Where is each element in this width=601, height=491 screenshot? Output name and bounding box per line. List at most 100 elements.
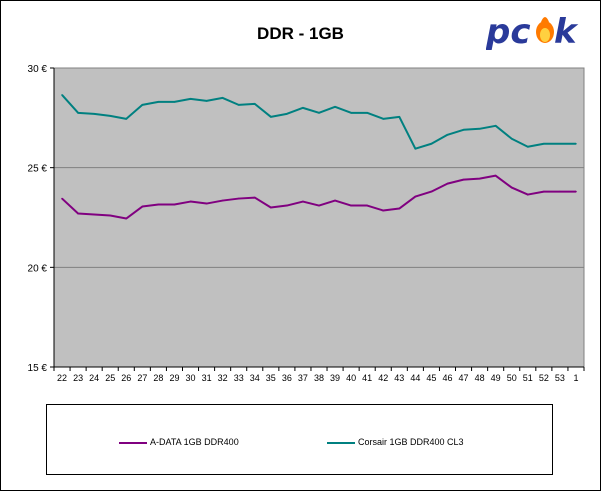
x-tick-label: 35 — [266, 373, 276, 383]
data-point — [237, 104, 240, 106]
y-tick-label: 15 € — [28, 363, 48, 374]
x-tick-label: 48 — [475, 373, 485, 383]
data-point — [446, 182, 449, 185]
x-tick-label: 42 — [378, 373, 388, 383]
legend-swatch-adata — [119, 441, 147, 444]
data-point — [543, 190, 545, 193]
data-point — [366, 204, 368, 207]
data-point — [270, 116, 272, 118]
data-point — [543, 142, 545, 145]
data-point — [77, 112, 79, 114]
plot-area — [53, 67, 585, 368]
y-tick-label: 20 € — [28, 263, 48, 274]
x-tick-label: 31 — [202, 373, 212, 383]
data-point — [109, 214, 112, 217]
x-tick-label: 1 — [573, 373, 578, 383]
data-point — [61, 94, 63, 96]
data-point — [414, 195, 417, 198]
legend-label-corsair: Corsair 1GB DDR400 CL3 — [358, 437, 464, 447]
data-point — [430, 190, 433, 193]
data-point — [302, 200, 304, 203]
gridlines — [54, 67, 584, 268]
data-point — [189, 98, 192, 100]
data-point — [93, 213, 95, 216]
x-tick-label: 32 — [218, 373, 228, 383]
data-point — [270, 206, 272, 209]
data-point — [510, 186, 513, 189]
data-point — [462, 178, 465, 181]
data-point — [237, 197, 240, 200]
x-tick-label: 47 — [459, 373, 469, 383]
data-point — [77, 212, 79, 215]
data-point — [61, 197, 63, 200]
data-point — [205, 100, 208, 102]
legend: A-DATA 1GB DDR400 Corsair 1GB DDR400 CL3 — [46, 404, 553, 475]
x-tick-label: 30 — [186, 373, 196, 383]
data-point — [334, 106, 336, 108]
x-tick-label: 40 — [346, 373, 356, 383]
x-tick-label: 22 — [57, 373, 67, 383]
x-tick-label: 49 — [491, 373, 501, 383]
x-tick-label: 53 — [555, 373, 565, 383]
data-point — [221, 199, 224, 202]
data-point — [318, 112, 320, 114]
x-tick-label: 33 — [234, 373, 244, 383]
x-tick-label: 25 — [105, 373, 115, 383]
data-point — [334, 199, 336, 202]
data-point — [221, 97, 224, 99]
data-point — [559, 142, 561, 145]
data-point — [157, 203, 160, 206]
data-point — [157, 101, 160, 103]
pcsk-logo: pc k — [486, 12, 579, 52]
x-tick-label: 37 — [298, 373, 308, 383]
logo-text-k: k — [554, 12, 579, 52]
data-point — [430, 142, 433, 145]
x-tick-label: 23 — [73, 373, 83, 383]
data-point — [350, 112, 352, 114]
data-point — [318, 204, 320, 207]
data-point — [93, 113, 95, 115]
x-tick-label: 39 — [330, 373, 340, 383]
x-tick-label: 38 — [314, 373, 324, 383]
x-tick-label: 24 — [89, 373, 99, 383]
legend-item-adata: A-DATA 1GB DDR400 — [119, 435, 239, 449]
x-tick-label: 52 — [539, 373, 549, 383]
data-point — [398, 116, 401, 118]
data-point — [478, 177, 481, 180]
x-tick-label: 51 — [523, 373, 533, 383]
data-point — [382, 118, 385, 120]
legend-label-adata: A-DATA 1GB DDR400 — [150, 437, 239, 447]
x-tick-label: 50 — [507, 373, 517, 383]
x-tick-label: 29 — [169, 373, 179, 383]
x-tick-label: 45 — [426, 373, 436, 383]
x-tick-label: 43 — [394, 373, 404, 383]
data-point — [575, 190, 577, 193]
data-point — [366, 112, 368, 114]
data-point — [575, 142, 577, 145]
data-point — [446, 133, 449, 136]
data-point — [286, 113, 288, 115]
data-point — [478, 127, 481, 130]
x-tick-label: 36 — [282, 373, 292, 383]
legend-item-corsair: Corsair 1GB DDR400 CL3 — [327, 435, 464, 449]
data-point — [559, 190, 561, 193]
data-point — [125, 118, 128, 120]
data-point — [526, 145, 529, 148]
x-tick-label: 44 — [410, 373, 420, 383]
data-point — [382, 209, 385, 212]
flame-icon — [536, 17, 554, 43]
data-point — [302, 107, 304, 109]
series-lines — [61, 94, 577, 220]
data-point — [253, 196, 256, 199]
x-axis: 22 23 24 25 26 27 28 29 30 31 32 33 34 35 36 37 38 39 40 41… — [53, 366, 585, 383]
data-point — [414, 147, 417, 150]
data-point — [173, 203, 176, 206]
x-tick-label: 26 — [121, 373, 131, 383]
data-point — [510, 137, 513, 140]
data-point — [462, 128, 465, 131]
y-tick-label: 25 € — [28, 164, 48, 175]
data-point — [109, 115, 112, 117]
chart-title: DDR - 1GB — [257, 24, 344, 43]
logo-text-p: pc — [486, 12, 531, 52]
